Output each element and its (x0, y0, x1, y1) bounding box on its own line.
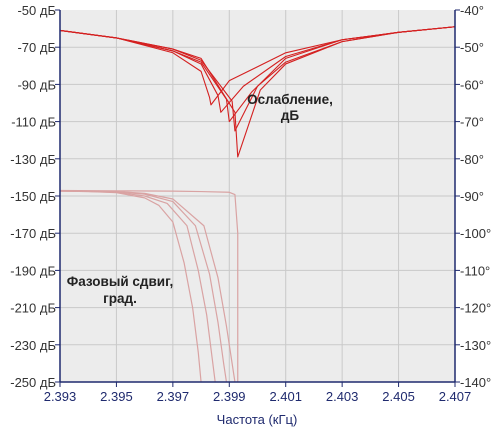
left-tick-label-2: -90 дБ (17, 77, 56, 92)
grid (60, 10, 455, 382)
right-tick-label-5: -90° (460, 189, 484, 204)
right-tick-label-10: -140° (460, 375, 491, 390)
tick-labels: 2.393 2.395 2.397 2.399 2.401 2.403 2.405 2.407… (10, 3, 491, 404)
right-tick-label-2: -60° (460, 77, 484, 92)
attenuation-annotation-line-2: дБ (281, 108, 300, 123)
left-tick-label-6: -170 дБ (10, 226, 56, 241)
phase-annotation-line-2: град. (103, 291, 137, 306)
left-tick-label-10: -250 дБ (10, 375, 56, 390)
attenuation-annotation-line-1: Ослабление, (247, 92, 333, 107)
x-tick-label-7: 2.407 (439, 389, 472, 404)
attenuation-series-4 (59, 26, 456, 158)
x-axis-title: Частота (кГц) (217, 412, 298, 427)
right-tick-label-1: -50° (460, 40, 484, 55)
x-tick-label-2: 2.397 (157, 389, 190, 404)
right-tick-label-0: -40° (460, 3, 484, 18)
right-tick-label-7: -110° (460, 263, 490, 278)
x-tick-label-0: 2.393 (44, 389, 77, 404)
phase-series-4 (59, 189, 239, 382)
axes (55, 9, 460, 387)
left-tick-label-5: -150 дБ (10, 189, 56, 204)
left-tick-label-1: -70 дБ (17, 40, 56, 55)
phase-series-group (59, 189, 239, 383)
x-tick-label-3: 2.399 (213, 389, 246, 404)
right-tick-label-8: -120° (460, 301, 491, 316)
left-tick-label-4: -130 дБ (10, 152, 56, 167)
left-tick-label-3: -110 дБ (11, 115, 56, 130)
left-tick-label-7: -190 дБ (10, 263, 56, 278)
x-tick-label-1: 2.395 (100, 389, 133, 404)
x-tick-label-6: 2.405 (382, 389, 415, 404)
right-tick-label-3: -70° (460, 115, 484, 130)
attenuation-series-group (59, 26, 456, 158)
phase-annotation-line-1: Фазовый сдвиг, (67, 274, 174, 289)
x-tick-label-5: 2.403 (326, 389, 359, 404)
right-tick-label-4: -80° (460, 152, 484, 167)
right-tick-label-6: -100° (460, 226, 491, 241)
left-tick-label-0: -50 дБ (17, 3, 56, 18)
left-tick-label-9: -230 дБ (10, 338, 56, 353)
phase-series-3 (59, 190, 236, 383)
left-tick-label-8: -210 дБ (10, 301, 56, 316)
x-tick-label-4: 2.401 (269, 389, 302, 404)
attenuation-series-2 (59, 26, 456, 123)
right-tick-label-9: -130° (460, 338, 491, 353)
